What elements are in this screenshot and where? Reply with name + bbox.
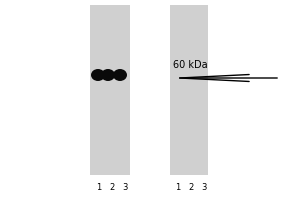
Text: 2: 2: [188, 184, 194, 192]
Ellipse shape: [113, 69, 127, 81]
Text: 2: 2: [110, 184, 115, 192]
Text: 1: 1: [96, 184, 102, 192]
Text: 60 kDa: 60 kDa: [173, 60, 208, 70]
Ellipse shape: [91, 69, 105, 81]
Text: 3: 3: [122, 184, 128, 192]
Ellipse shape: [101, 69, 115, 81]
Text: 3: 3: [201, 184, 207, 192]
Bar: [90, 5, 130, 175]
Bar: [170, 5, 208, 175]
Text: 1: 1: [176, 184, 181, 192]
